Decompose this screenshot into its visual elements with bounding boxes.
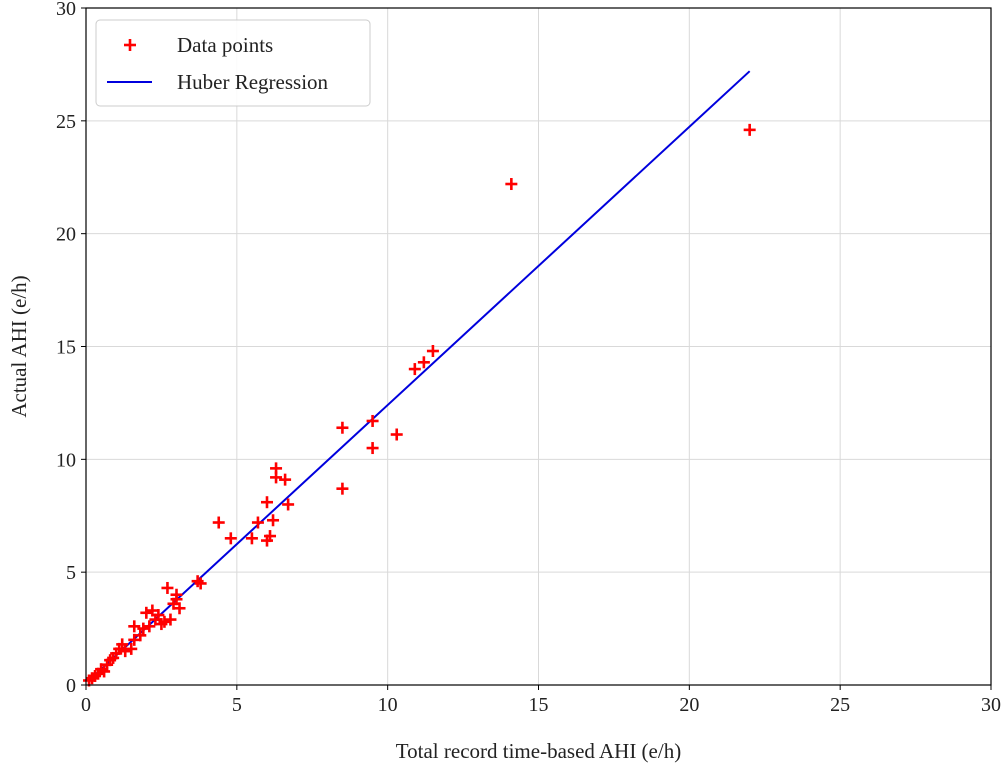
- x-tick-label: 5: [232, 694, 242, 716]
- legend-entry-huber-regression: Huber Regression: [177, 70, 329, 94]
- data-point: [743, 123, 756, 136]
- y-tick-label: 15: [56, 337, 76, 359]
- data-point: [336, 482, 349, 495]
- data-point: [164, 613, 177, 626]
- x-tick-label: 25: [830, 694, 850, 716]
- grid: [85, 7, 992, 686]
- data-point: [116, 638, 129, 651]
- data-point: [279, 473, 292, 486]
- data-point: [417, 356, 430, 369]
- data-point: [98, 665, 111, 678]
- data-point: [146, 604, 159, 617]
- data-point: [137, 622, 150, 635]
- data-point: [261, 496, 273, 509]
- data-point: [270, 471, 283, 484]
- plot-frame: [85, 7, 992, 686]
- legend-entry-data-points: Data points: [177, 33, 273, 57]
- y-tick-label: 0: [66, 675, 76, 697]
- data-point: [212, 516, 225, 529]
- data-point: [119, 645, 132, 658]
- data-point: [408, 363, 421, 376]
- data-point: [143, 620, 156, 633]
- x-tick-label: 20: [679, 694, 699, 716]
- regression-line-layer: [88, 70, 751, 682]
- legend-marker-data-points: [124, 39, 136, 51]
- data-point: [161, 581, 174, 594]
- x-tick-label: 10: [378, 694, 398, 716]
- data-point: [158, 615, 171, 628]
- legend: Data points Huber Regression: [95, 19, 371, 107]
- data-point: [366, 442, 379, 455]
- data-point: [245, 532, 258, 545]
- x-tick-label: 15: [529, 694, 549, 716]
- data-point: [140, 606, 153, 619]
- data-point: [152, 609, 165, 622]
- data-point: [134, 629, 147, 642]
- data-point: [194, 577, 207, 590]
- data-point: [366, 414, 379, 427]
- data-points-layer: [83, 123, 756, 687]
- y-axis-label: Actual AHI (e/h): [7, 275, 31, 417]
- y-tick-label: 10: [56, 449, 76, 471]
- y-tick-label: 20: [56, 224, 76, 246]
- y-tick-label: 25: [56, 111, 76, 133]
- y-tick-label: 5: [66, 562, 76, 584]
- data-point: [336, 421, 349, 434]
- x-tick-label: 30: [981, 694, 1001, 716]
- x-axis-label: Total record time-based AHI (e/h): [396, 739, 681, 763]
- data-point: [128, 620, 141, 633]
- y-tick-label: 30: [56, 0, 76, 20]
- data-point: [390, 428, 403, 441]
- data-point: [264, 530, 277, 543]
- data-point: [505, 178, 518, 191]
- data-point: [224, 532, 237, 545]
- data-point: [251, 516, 264, 529]
- data-point: [173, 602, 186, 615]
- huber-regression-line: [88, 70, 751, 682]
- data-point: [170, 593, 183, 606]
- data-point: [426, 345, 439, 358]
- axis-ticks: 0 5 10 15 20 25 30 0 5 10 15 20 25 30: [56, 0, 1001, 716]
- data-point: [128, 633, 141, 646]
- data-point: [125, 642, 138, 655]
- legend-box: [95, 19, 371, 107]
- x-tick-label: 0: [81, 694, 91, 716]
- data-point: [267, 514, 280, 527]
- data-point: [282, 498, 295, 511]
